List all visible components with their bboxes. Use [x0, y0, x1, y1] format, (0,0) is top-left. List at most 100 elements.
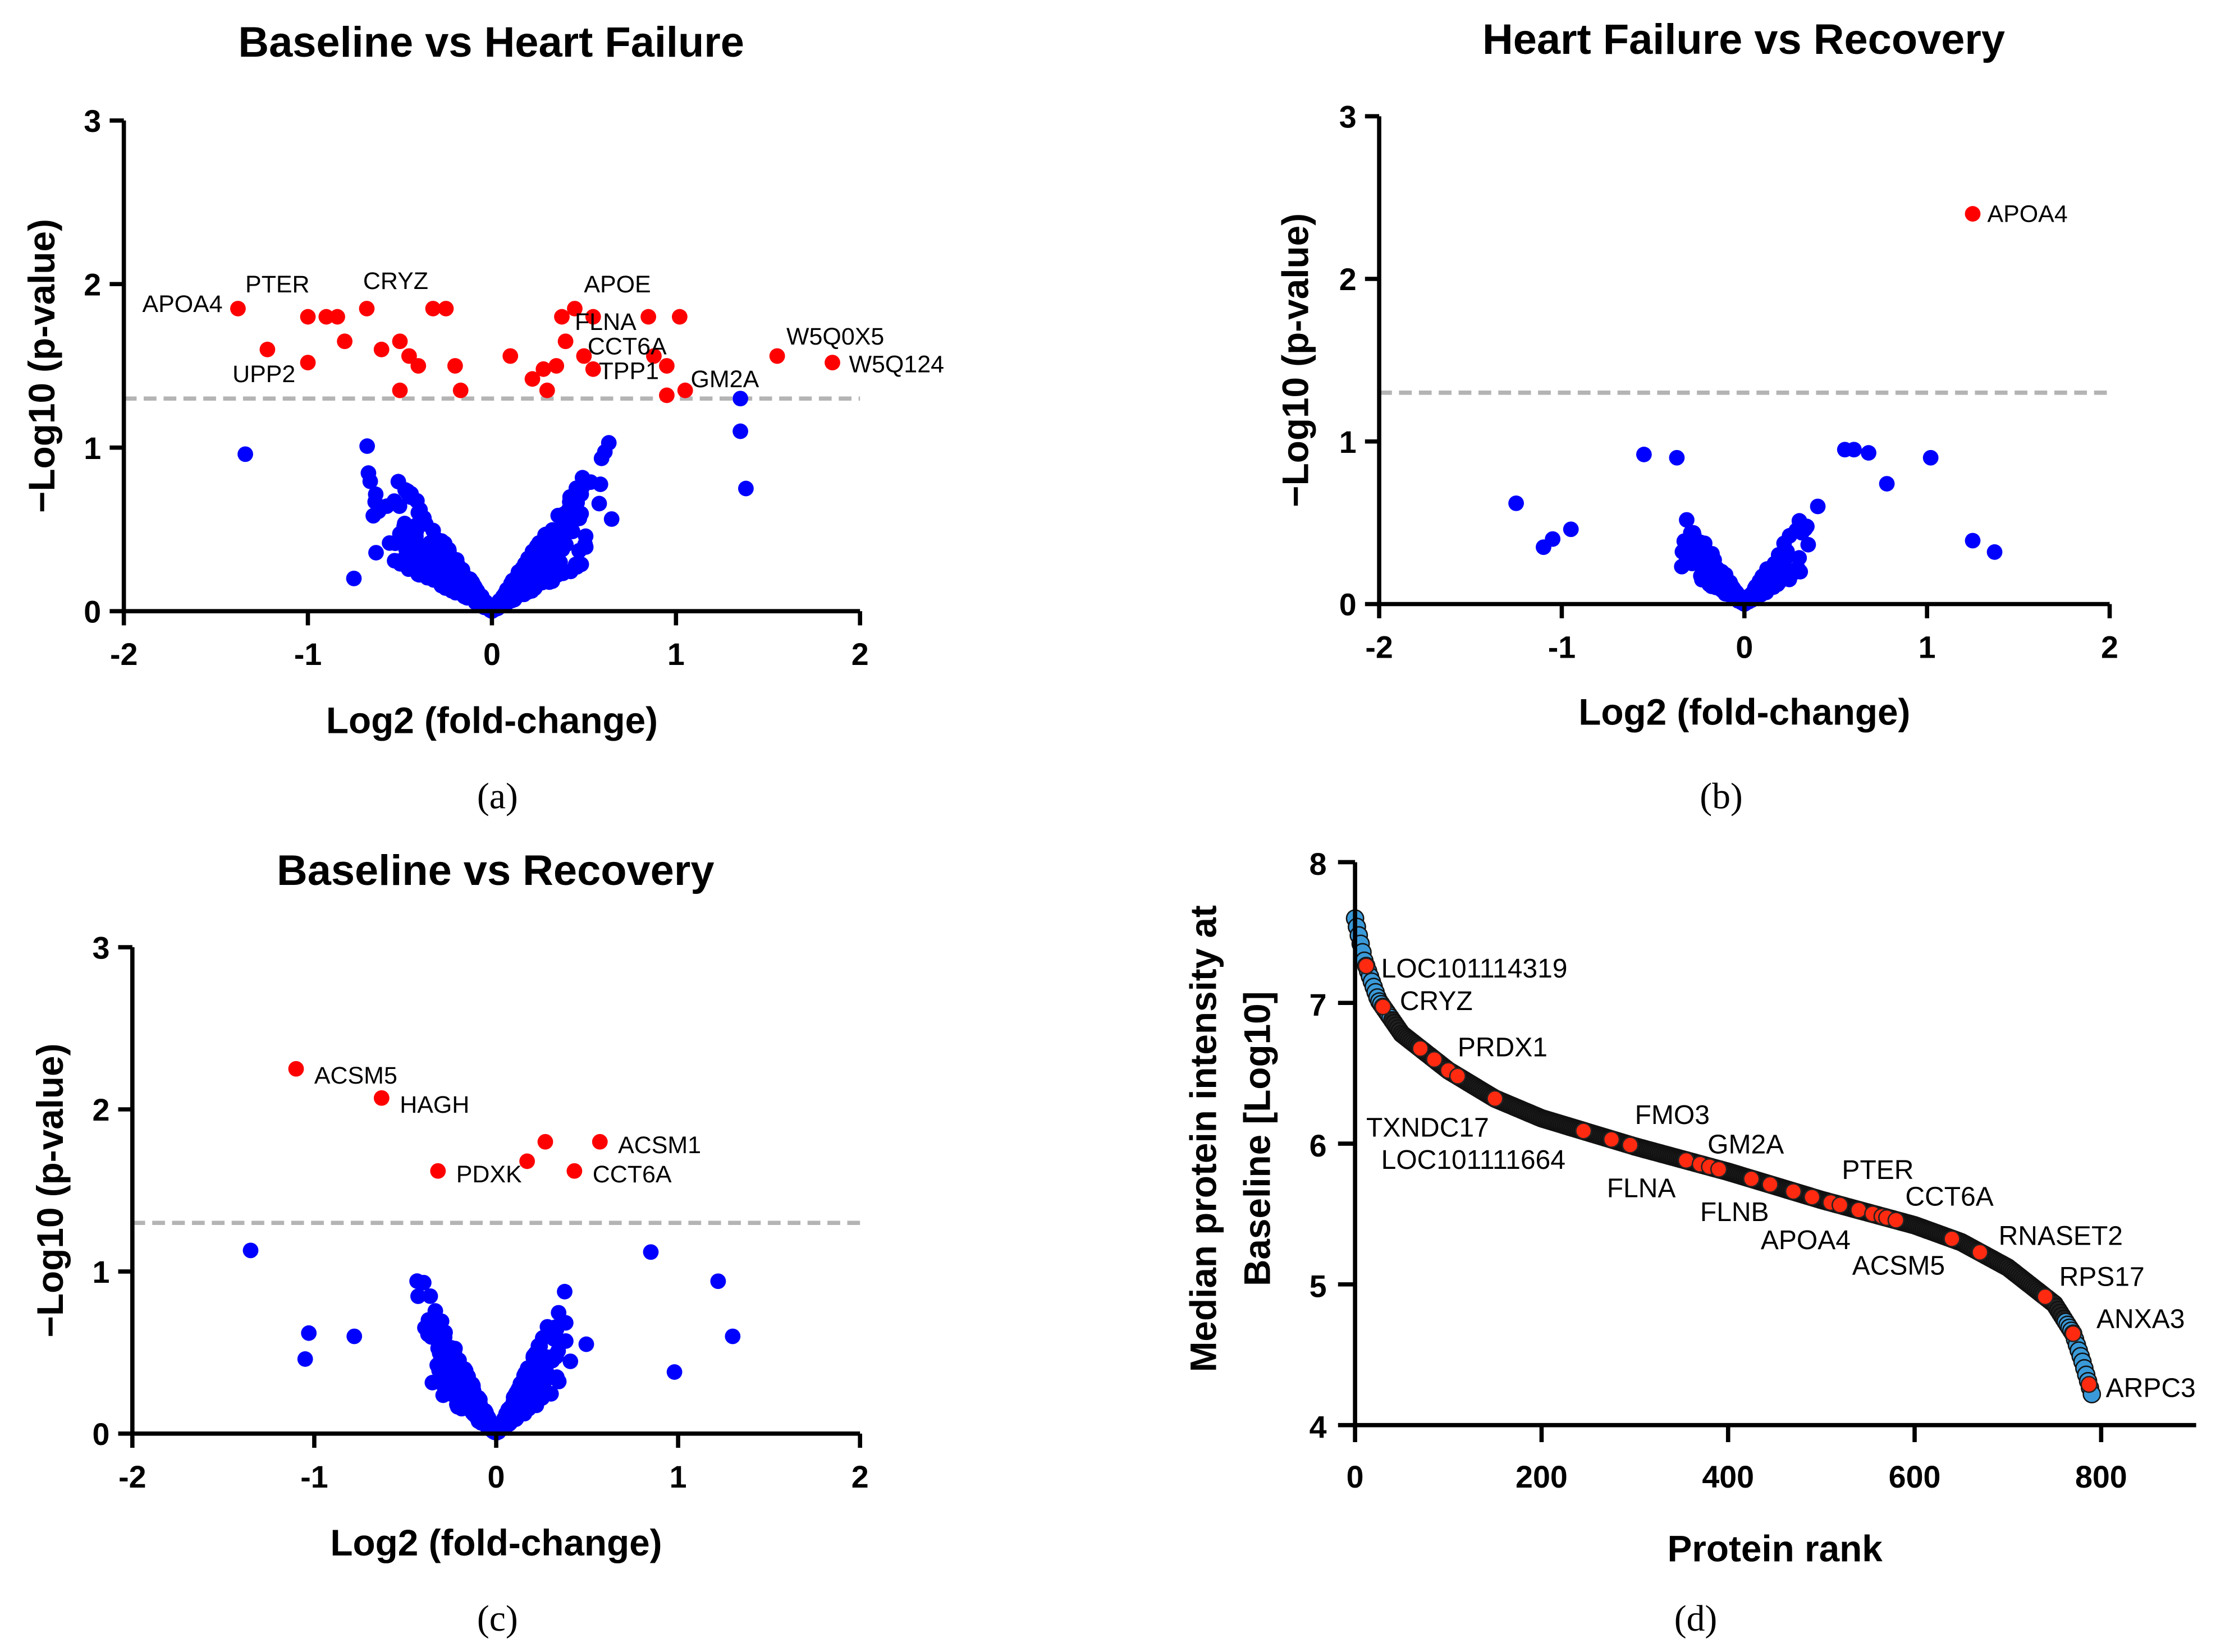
significant-points [230, 301, 840, 403]
chart-title: Heart Failure vs Recovery [1482, 16, 2005, 63]
significant-point [359, 301, 375, 316]
nonsignificant-point [524, 1389, 540, 1406]
y-tick-label: 0 [92, 1417, 109, 1452]
nonsignificant-point [410, 1288, 426, 1304]
significant-point [524, 371, 541, 387]
nonsignificant-point [710, 1273, 726, 1290]
highlighted-point [2036, 1288, 2054, 1306]
panel-label: (d) [1674, 1598, 1718, 1639]
protein-label: LOC101111664 [1381, 1145, 1565, 1175]
x-tick-label: -1 [300, 1460, 328, 1494]
protein-label: CCT6A [593, 1161, 672, 1188]
significant-point [535, 361, 552, 377]
nonsignificant-point [1545, 531, 1561, 547]
nonsignificant-point [409, 1273, 425, 1289]
protein-label: CRYZ [1400, 986, 1473, 1016]
panel-label: (a) [477, 775, 518, 816]
significant-point [825, 355, 840, 371]
nonsignificant-point [362, 473, 378, 489]
protein-label: ACSM5 [314, 1062, 397, 1089]
nonsignificant-point [410, 566, 426, 582]
x-tick-label: 2 [2101, 630, 2118, 665]
y-tick-label: 2 [84, 267, 101, 302]
protein-label: FLNA [575, 309, 637, 336]
protein-label: FLNB [1700, 1197, 1769, 1227]
nonsignificant-point [1508, 495, 1524, 511]
nonsignificant-point [551, 1305, 567, 1321]
nonsignificant-point [1783, 566, 1800, 582]
y-axis-label: −Log10 (p-value) [21, 219, 62, 513]
protein-label: PTER [245, 271, 310, 298]
y-tick-label: 1 [84, 431, 101, 466]
y-tick-label: 7 [1310, 988, 1327, 1022]
x-tick-label: 1 [670, 1460, 687, 1494]
x-tick-label: 0 [1736, 630, 1753, 665]
nonsignificant-point [1879, 476, 1895, 492]
y-tick-label: 6 [1310, 1128, 1327, 1163]
nonsignificant-point [397, 482, 413, 498]
significant-point [392, 333, 408, 350]
nonsignificant-point [725, 1328, 741, 1344]
protein-label: APOE [584, 271, 651, 298]
nonsignificant-point [1636, 447, 1652, 462]
protein-label: ACSM5 [1852, 1251, 1945, 1281]
significant-point [585, 361, 601, 377]
nonsignificant-point [1693, 568, 1709, 584]
protein-label: CCT6A [1905, 1182, 1993, 1212]
nonsignificant-point [1800, 536, 1816, 553]
significant-point [1965, 206, 1981, 222]
significant-point [548, 358, 565, 374]
nonsignificant-point [516, 1406, 533, 1422]
nonsignificant-point [732, 423, 748, 439]
nonsignificant-point [1846, 442, 1862, 458]
nonsignificant-points [1508, 442, 2003, 612]
significant-point [288, 1061, 304, 1077]
highlighted-point [1850, 1201, 1867, 1219]
nonsignificant-points [237, 391, 754, 619]
significant-point [567, 301, 583, 316]
nonsignificant-point [237, 446, 253, 462]
x-tick-label: 2 [851, 1460, 869, 1494]
protein-label: APOA4 [142, 291, 222, 318]
significant-point [576, 348, 592, 364]
nonsignificant-point [548, 1348, 564, 1365]
nonsignificant-point [382, 535, 397, 551]
significant-point [373, 341, 390, 357]
x-tick-label: 0 [488, 1460, 505, 1494]
significant-point [401, 348, 417, 364]
x-tick-label: 1 [1919, 630, 1936, 665]
x-tick-label: -2 [1365, 630, 1393, 665]
y-tick-label: 3 [92, 930, 109, 965]
nonsignificant-point [1679, 512, 1695, 528]
nonsignificant-point [447, 1354, 464, 1370]
highlighted-point [1784, 1183, 1802, 1200]
nonsignificant-point [437, 1329, 453, 1346]
highlighted-point [1943, 1230, 1961, 1247]
nonsignificant-point [1922, 449, 1939, 466]
y-tick-label: 2 [92, 1093, 109, 1127]
significant-point [769, 348, 785, 364]
nonsignificant-point [431, 1362, 447, 1378]
highlighted-point [1426, 1050, 1443, 1068]
highlighted-point [2080, 1376, 2098, 1393]
nonsignificant-point [558, 515, 575, 531]
significant-points [288, 1061, 608, 1179]
significant-point [392, 382, 408, 398]
nonsignificant-point [578, 1336, 594, 1352]
y-axis-label: −Log10 (p-value) [1275, 213, 1316, 507]
y-axis-label: −Log10 (p-value) [30, 1044, 71, 1338]
nonsignificant-point [1692, 534, 1709, 550]
significant-point [566, 1163, 583, 1179]
significant-point [585, 309, 601, 325]
nonsignificant-point [433, 1313, 450, 1329]
significant-point [230, 301, 246, 316]
x-axis-label: Log2 (fold-change) [330, 1522, 662, 1563]
y-tick-label: 3 [84, 104, 101, 139]
nonsignificant-point [1712, 578, 1728, 594]
highlighted-point [1971, 1243, 1989, 1261]
significant-point [430, 1163, 446, 1179]
highlighted-point [1803, 1188, 1821, 1206]
protein-label: PDXK [456, 1161, 522, 1188]
